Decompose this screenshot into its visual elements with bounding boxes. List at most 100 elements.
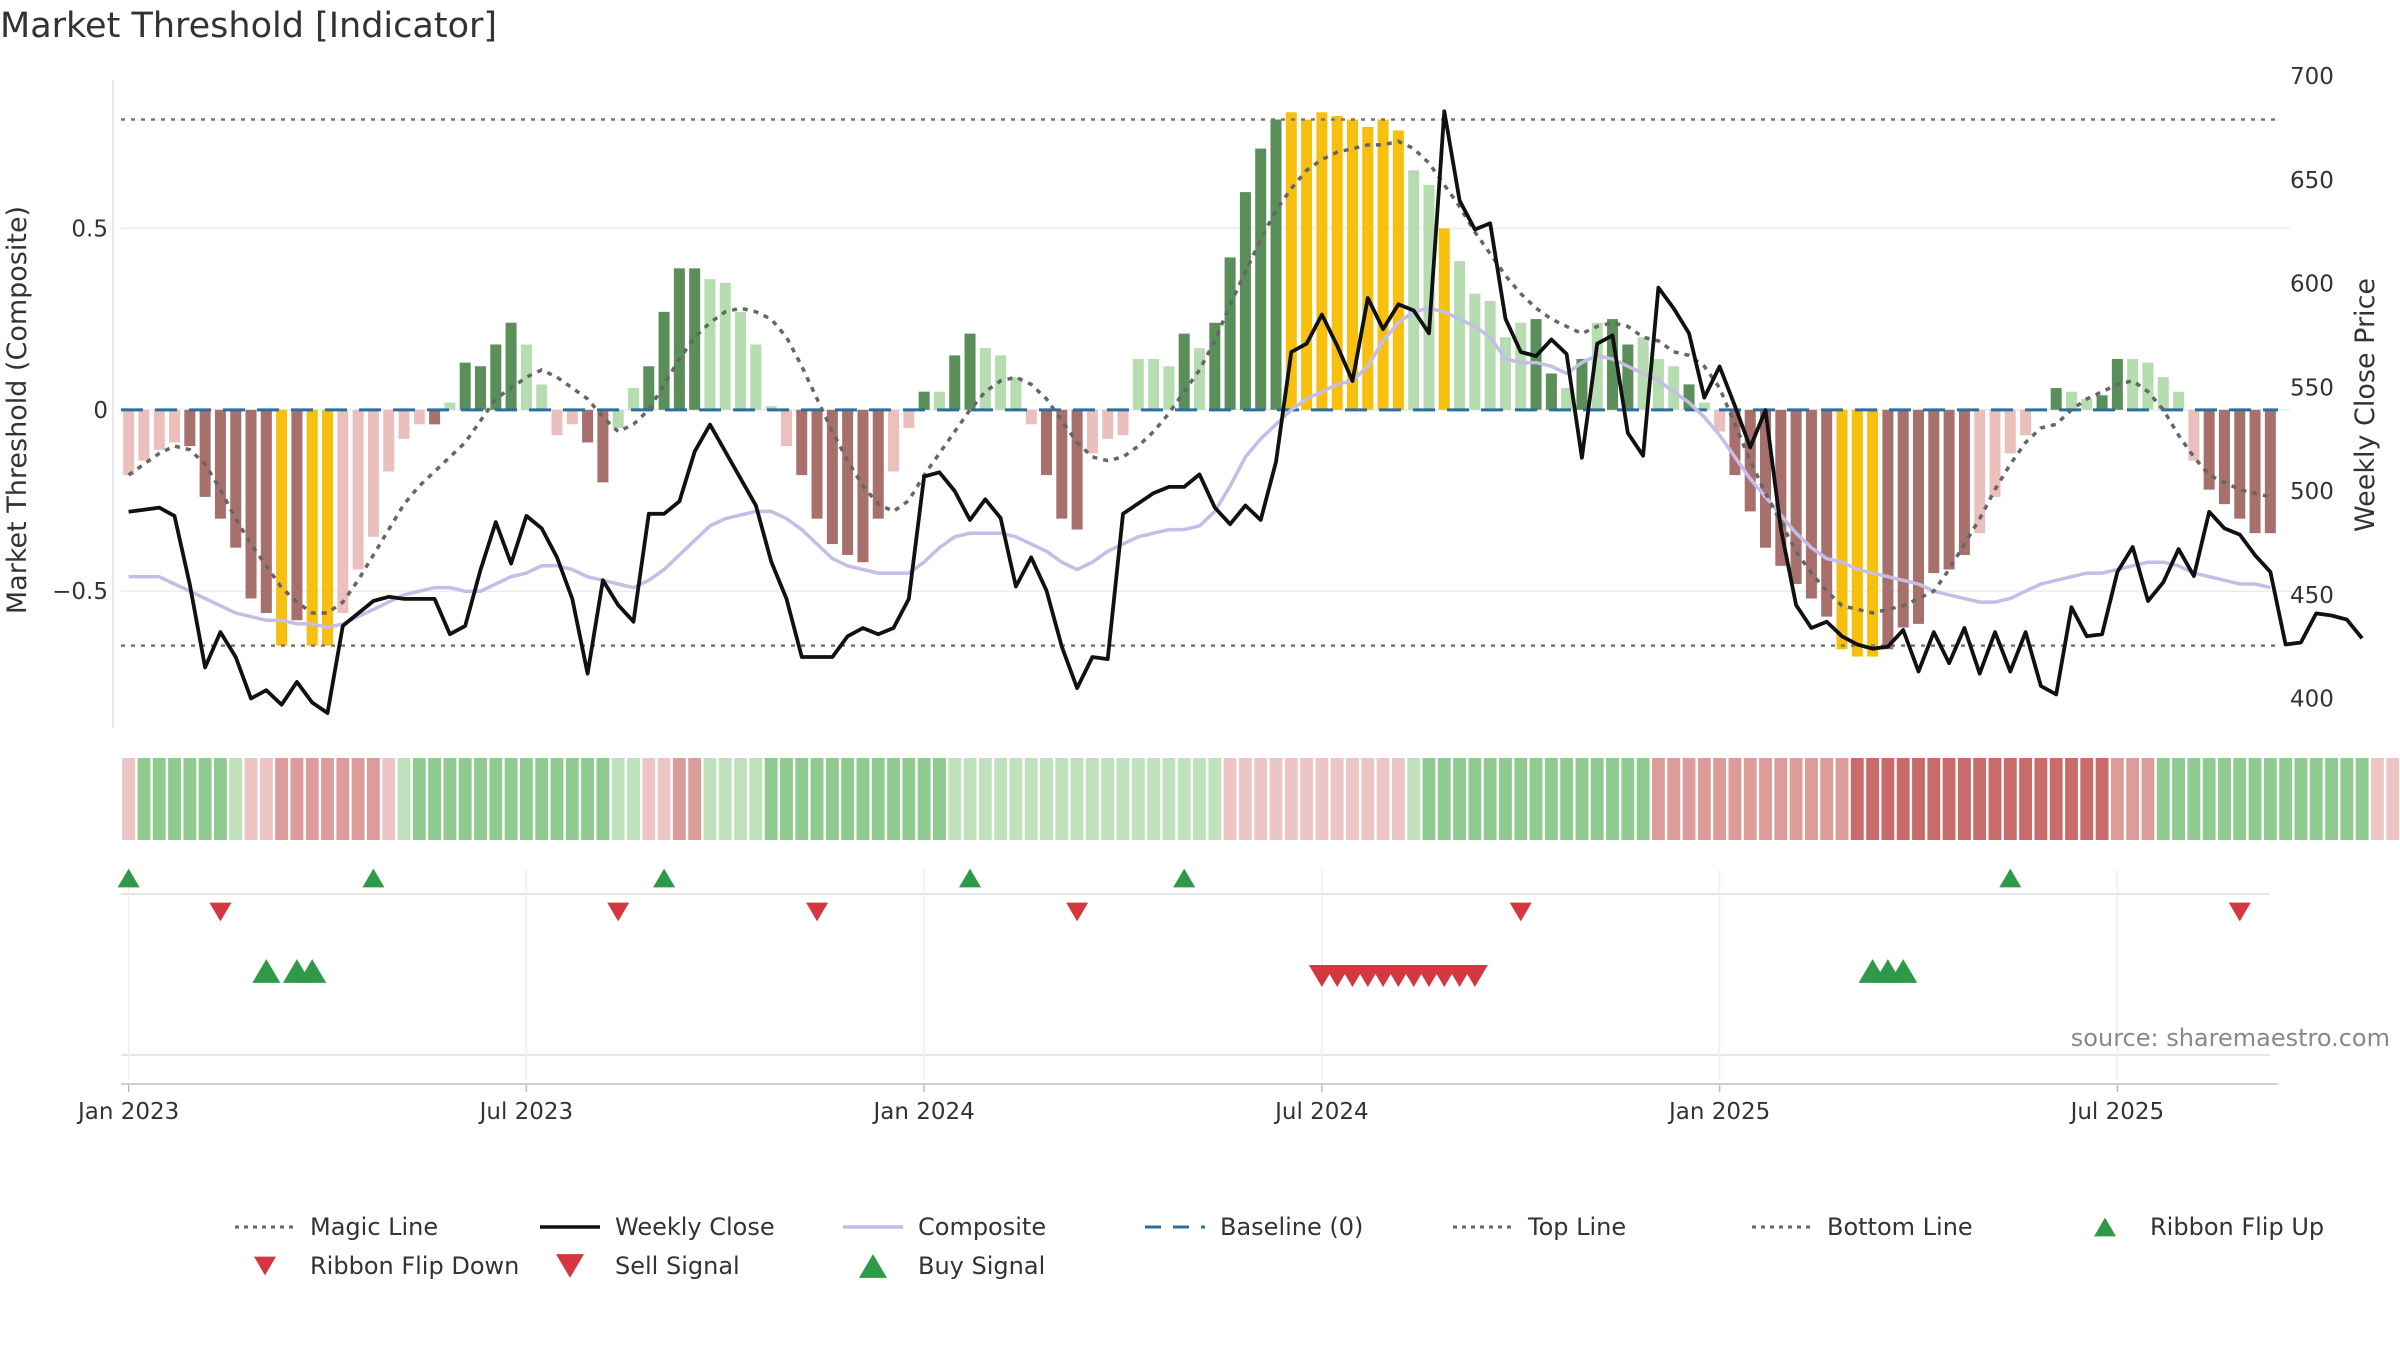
ribbon-cell	[1560, 758, 1574, 840]
composite-bar	[1301, 119, 1313, 410]
ribbon-strip	[122, 758, 2400, 840]
composite-bar	[1882, 409, 1894, 650]
composite-bar	[1239, 192, 1251, 410]
ribbon-cell	[1254, 758, 1268, 840]
ribbon-cell	[871, 758, 885, 840]
ribbon-flip-down-marker	[1509, 902, 1532, 922]
ribbon-cell	[321, 758, 334, 840]
legend-label: Weekly Close	[615, 1213, 775, 1241]
ribbon-cell	[351, 758, 365, 840]
composite-bar	[1071, 409, 1083, 530]
composite-bar	[1454, 261, 1466, 410]
ribbon-cell	[137, 758, 151, 840]
legend-item: Composite	[843, 1213, 1046, 1241]
ribbon-cell	[1820, 758, 1834, 840]
ribbon-cell	[841, 758, 855, 840]
x-tick-label: Jul 2025	[2069, 1099, 2165, 1125]
composite-bar	[1025, 409, 1037, 425]
ribbon-cell	[1927, 758, 1941, 840]
magic-line	[127, 139, 2271, 615]
ribbon-cell	[1575, 758, 1589, 840]
ribbon-cell	[2340, 758, 2354, 840]
composite-bar	[1132, 359, 1144, 410]
ribbon-cell	[565, 758, 579, 840]
ribbon-cell	[1437, 758, 1451, 840]
ribbon-cell	[474, 758, 487, 840]
composite-bar	[1484, 300, 1496, 410]
composite-bar	[1117, 409, 1129, 436]
composite-bar	[979, 348, 991, 410]
composite-bar	[2142, 362, 2154, 410]
ribbon-cell	[978, 758, 992, 840]
composite-bar	[1805, 409, 1817, 599]
composite-bar	[1163, 366, 1175, 410]
legend-label: Ribbon Flip Up	[2150, 1213, 2324, 1241]
composite-bar	[1056, 409, 1068, 519]
x-tick-label: Jan 2024	[871, 1099, 974, 1125]
ribbon-flip-down-marker	[1066, 902, 1089, 922]
ribbon-cell	[1085, 758, 1099, 840]
composite-bar	[1515, 322, 1527, 410]
ribbon-cell	[1223, 758, 1237, 840]
composite-bar	[842, 409, 854, 555]
composite-bar	[1851, 409, 1863, 657]
ribbon-cell	[734, 758, 747, 840]
ribbon-cell	[2309, 758, 2323, 840]
composite-bar	[1148, 359, 1160, 410]
legend-item: Bottom Line	[1752, 1213, 1973, 1241]
ribbon-cell	[489, 758, 503, 840]
composite-bar	[1836, 409, 1848, 650]
ribbon-flip-down-marker	[607, 902, 630, 922]
composite-bar	[260, 409, 272, 614]
ribbon-cell	[1300, 758, 1314, 840]
composite-bar	[1545, 373, 1557, 410]
legend-swatch	[859, 1254, 887, 1278]
ribbon-cell	[1881, 758, 1895, 840]
composite-bar	[872, 409, 884, 519]
y-left-tick-label: −0.5	[52, 579, 108, 605]
composite-bar	[1652, 359, 1664, 410]
ribbon-cell	[2263, 758, 2277, 840]
composite-bar	[291, 409, 303, 621]
composite-bar	[123, 409, 135, 476]
legend-swatch	[254, 1256, 276, 1276]
composite-bar	[352, 409, 364, 570]
ribbon-cell	[2386, 758, 2400, 840]
composite-bar	[2004, 409, 2016, 454]
composite-bar	[1408, 170, 1420, 410]
ribbon-cell	[519, 758, 533, 840]
composite-bar	[582, 409, 594, 443]
composite-bar	[689, 268, 701, 410]
composite-bar	[1331, 115, 1343, 410]
composite-bar	[2188, 409, 2200, 461]
ribbon-cell	[183, 758, 197, 840]
legend-label: Baseline (0)	[1220, 1213, 1363, 1241]
ribbon-cell	[2126, 758, 2140, 840]
ribbon-cell	[1912, 758, 1925, 840]
ribbon-cell	[198, 758, 212, 840]
composite-bar	[413, 409, 425, 425]
ribbon-cell	[1850, 758, 1864, 840]
ribbon-cell	[1713, 758, 1727, 840]
ribbon-flip-up-marker	[653, 868, 676, 888]
composite-bar	[306, 409, 318, 646]
composite-bar	[551, 409, 563, 436]
composite-bar	[1912, 409, 1925, 624]
ribbon-cell	[1070, 758, 1084, 840]
ribbon-cell	[1896, 758, 1910, 840]
composite-bar	[184, 409, 196, 447]
signal-rows	[117, 868, 2278, 1085]
x-tick-label: Jul 2024	[1273, 1099, 1369, 1125]
ribbon-cell	[1101, 758, 1115, 840]
ribbon-cell	[1728, 758, 1742, 840]
composite-bar	[888, 409, 900, 472]
ribbon-cell	[948, 758, 962, 840]
ribbon-flip-up-marker	[959, 868, 982, 888]
ribbon-cell	[2355, 758, 2369, 840]
ribbon-cell	[2325, 758, 2338, 840]
ribbon-cell	[305, 758, 319, 840]
composite-bar	[826, 409, 838, 545]
composite-bar	[658, 311, 670, 410]
x-tick-label: Jan 2023	[76, 1099, 179, 1125]
composite-bar	[612, 409, 624, 428]
